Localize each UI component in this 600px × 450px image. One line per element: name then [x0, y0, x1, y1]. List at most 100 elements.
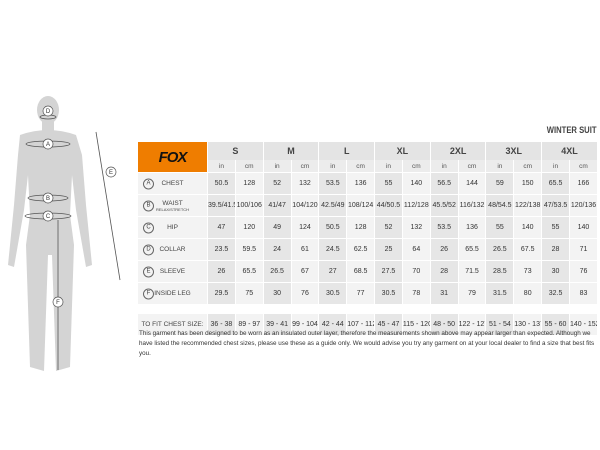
unit-cm: cm: [347, 160, 375, 172]
value-cell: 144: [458, 172, 486, 194]
value-cell: 78: [402, 282, 430, 304]
unit-cm: cm: [514, 160, 542, 172]
value-cell: 39.5/41.5: [208, 194, 235, 216]
unit-in: in: [542, 160, 569, 172]
value-cell: 136: [347, 172, 375, 194]
svg-text:B: B: [46, 196, 50, 202]
unit-cm: cm: [569, 160, 597, 172]
measurement-subtitle: RELAX/STRETCH: [155, 206, 190, 212]
measurement-name: SLEEVE: [159, 268, 186, 275]
row-label: C HIP: [138, 216, 207, 238]
value-cell: 47: [208, 216, 235, 238]
value-cell: 71.5: [458, 260, 486, 282]
size-header: S: [208, 142, 263, 160]
value-cell: 67.5: [514, 238, 542, 260]
letter-badge: C: [143, 222, 154, 233]
fit-value-cell: 99 - 104: [291, 313, 319, 335]
value-cell: 55: [486, 216, 514, 238]
value-cell: 80: [514, 282, 542, 304]
fit-value-cell: 51 - 54: [486, 313, 514, 335]
spacer: [138, 304, 597, 313]
row-label: E SLEEVE: [138, 260, 207, 282]
value-cell: 112/128: [402, 194, 430, 216]
value-cell: 42.5/49: [319, 194, 347, 216]
fit-value-cell: 36 - 38: [208, 313, 235, 335]
table-row: D COLLAR 23.5 59.5 24 61 24.5 62.5 25 64 26 65.5 26.…: [138, 238, 597, 260]
value-cell: 44/50.5: [375, 194, 402, 216]
unit-in: in: [375, 160, 402, 172]
fox-logo-text: FOX: [158, 148, 188, 166]
value-cell: 76: [291, 282, 319, 304]
value-cell: 52: [375, 216, 402, 238]
table-row: E SLEEVE 26 65.5 26.5 67 27 68.5 27.5 70 28 71.5 28.…: [138, 260, 597, 282]
value-cell: 50.5: [319, 216, 347, 238]
value-cell: 55: [375, 172, 402, 194]
brand-logo: FOX: [138, 142, 207, 172]
size-header: 3XL: [486, 142, 542, 160]
value-cell: 30.5: [319, 282, 347, 304]
fit-value-cell: 42 - 44: [319, 313, 347, 335]
unit-in: in: [430, 160, 458, 172]
value-cell: 77: [347, 282, 375, 304]
fit-value-cell: 39 - 41: [263, 313, 291, 335]
svg-text:A: A: [46, 142, 50, 148]
fit-value-cell: 107 - 112: [347, 313, 375, 335]
unit-cm: cm: [458, 160, 486, 172]
value-cell: 29.5: [208, 282, 235, 304]
product-title: WINTER SUIT: [546, 125, 596, 135]
value-cell: 62.5: [347, 238, 375, 260]
sizing-note: This garment has been designed to be wor…: [139, 330, 595, 357]
unit-in: in: [208, 160, 235, 172]
value-cell: 132: [402, 216, 430, 238]
value-cell: 25: [375, 238, 402, 260]
value-cell: 28: [430, 260, 458, 282]
row-label: A CHEST: [138, 172, 207, 194]
value-cell: 24: [263, 238, 291, 260]
size-header: 2XL: [430, 142, 486, 160]
size-header: XL: [375, 142, 430, 160]
letter-badge: E: [143, 266, 154, 277]
value-cell: 136: [458, 216, 486, 238]
row-label: B WAIST RELAX/STRETCH: [138, 194, 207, 216]
unit-in: in: [319, 160, 347, 172]
value-cell: 24.5: [319, 238, 347, 260]
value-cell: 61: [291, 238, 319, 260]
measurement-name: INSIDE LEG: [154, 290, 191, 297]
unit-cm: cm: [291, 160, 319, 172]
value-cell: 116/132: [458, 194, 486, 216]
value-cell: 79: [458, 282, 486, 304]
size-header: L: [319, 142, 375, 160]
value-cell: 71: [569, 238, 597, 260]
row-label: F INSIDE LEG: [138, 282, 207, 304]
value-cell: 65.5: [235, 260, 263, 282]
fit-value-cell: 45 - 47: [375, 313, 402, 335]
value-cell: 67: [291, 260, 319, 282]
value-cell: 140: [569, 216, 597, 238]
value-cell: 108/124: [347, 194, 375, 216]
letter-badge: B: [143, 200, 154, 211]
body-measurement-figure: D A B C E F: [8, 96, 121, 371]
fit-value-cell: 122 - 127: [458, 313, 486, 335]
size-header: 4XL: [542, 142, 597, 160]
value-cell: 53.5: [430, 216, 458, 238]
value-cell: 128: [347, 216, 375, 238]
value-cell: 75: [235, 282, 263, 304]
value-cell: 27: [319, 260, 347, 282]
value-cell: 120/136: [569, 194, 597, 216]
letter-badge: D: [143, 244, 154, 255]
value-cell: 28.5: [486, 260, 514, 282]
svg-text:F: F: [56, 300, 60, 306]
value-cell: 70: [402, 260, 430, 282]
value-cell: 122/138: [514, 194, 542, 216]
value-cell: 30: [263, 282, 291, 304]
svg-text:D: D: [46, 109, 51, 115]
value-cell: 140: [402, 172, 430, 194]
size-chart-table: FOX S M L XL 2XL 3XL 4XL in cm in cm in cm in cm in cm in c…: [137, 142, 598, 335]
value-cell: 65.5: [458, 238, 486, 260]
table-row: B WAIST RELAX/STRETCH 39.5/41.5 100/106 41/47…: [138, 194, 597, 216]
svg-text:E: E: [109, 170, 113, 176]
fit-chest-label: TO FIT CHEST SIZE:: [138, 313, 207, 335]
value-cell: 31: [430, 282, 458, 304]
row-label: D COLLAR: [138, 238, 207, 260]
value-cell: 27.5: [375, 260, 402, 282]
